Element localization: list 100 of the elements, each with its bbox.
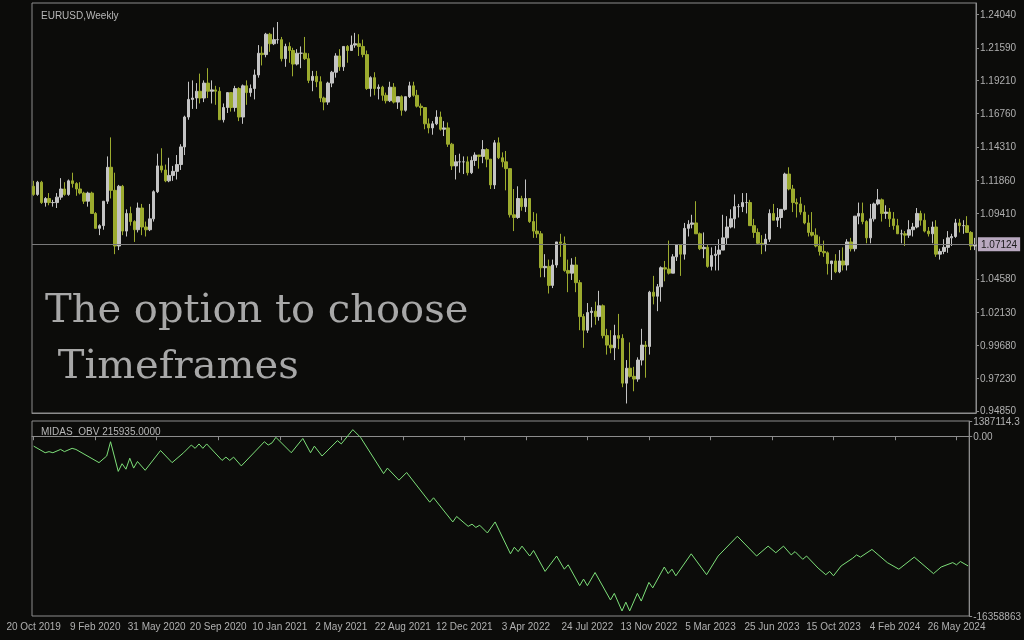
candlestick bbox=[516, 185, 520, 220]
candlestick bbox=[493, 139, 496, 190]
candlestick bbox=[470, 155, 473, 175]
candlestick bbox=[245, 79, 248, 106]
candlestick bbox=[644, 340, 647, 379]
candlestick bbox=[388, 81, 392, 103]
candlestick bbox=[338, 48, 341, 72]
y-tick-label: 1387114.3 bbox=[973, 415, 1021, 427]
candlestick bbox=[652, 275, 655, 305]
x-tick-label: 24 Jul 2022 bbox=[561, 620, 614, 632]
x-tick-label: 22 Aug 2021 bbox=[374, 620, 432, 632]
candlestick bbox=[276, 21, 279, 45]
y-tick-label: 0.99680 bbox=[980, 339, 1017, 351]
candlestick bbox=[377, 83, 380, 100]
candlestick bbox=[462, 155, 465, 175]
candlestick bbox=[586, 302, 589, 334]
candlestick bbox=[198, 73, 202, 104]
candlestick bbox=[884, 204, 888, 220]
candlestick bbox=[229, 92, 233, 113]
candlestick bbox=[353, 32, 357, 49]
candlestick bbox=[233, 85, 237, 113]
candlestick bbox=[210, 79, 214, 104]
x-tick-label: 2 May 2021 bbox=[315, 620, 368, 632]
y-tick-label: 1.14310 bbox=[980, 141, 1017, 153]
candlestick bbox=[594, 301, 597, 326]
candlestick bbox=[625, 359, 628, 404]
candlestick bbox=[392, 82, 396, 104]
candlestick bbox=[880, 198, 884, 223]
candlestick bbox=[44, 196, 47, 208]
candlestick bbox=[284, 43, 287, 68]
candlestick bbox=[369, 75, 372, 98]
candlestick bbox=[888, 207, 891, 228]
y-tick-label: 0.94850 bbox=[980, 405, 1017, 417]
y-tick-label: 1.11860 bbox=[980, 174, 1016, 186]
candlestick bbox=[869, 203, 872, 244]
candlestick bbox=[40, 180, 43, 205]
candlestick bbox=[776, 207, 779, 228]
x-tick-label: 15 Oct 2023 bbox=[806, 620, 862, 632]
candlestick bbox=[295, 48, 299, 66]
candlestick bbox=[381, 85, 384, 102]
y-tick-label: 1.02130 bbox=[980, 306, 1017, 318]
candlestick bbox=[547, 259, 551, 295]
candlestick bbox=[36, 180, 39, 197]
candlestick bbox=[834, 253, 837, 274]
x-tick-label: 20 Oct 2019 bbox=[6, 620, 62, 632]
candlestick bbox=[892, 211, 895, 231]
x-tick-label: 20 Sep 2020 bbox=[189, 620, 248, 632]
candlestick bbox=[466, 155, 469, 176]
candlestick bbox=[733, 193, 736, 229]
y-tick-label: 1.24040 bbox=[980, 9, 1017, 21]
candlestick bbox=[311, 70, 314, 92]
candlestick bbox=[609, 329, 613, 354]
chart-title: MIDAS_OBV 215935.0000 bbox=[41, 425, 161, 437]
candlestick bbox=[202, 79, 206, 103]
candlestick bbox=[121, 184, 124, 236]
x-tick-label: 31 May 2020 bbox=[127, 620, 187, 632]
candlestick bbox=[613, 324, 616, 361]
candlestick bbox=[745, 192, 748, 214]
ref-line-label: 1.07124 bbox=[981, 238, 1018, 250]
x-tick-label: 5 Mar 2023 bbox=[685, 620, 737, 632]
candlestick bbox=[570, 257, 574, 281]
candlestick bbox=[923, 212, 926, 233]
candlestick bbox=[423, 107, 427, 130]
candlestick bbox=[195, 82, 198, 110]
candlestick bbox=[47, 192, 51, 206]
candlestick bbox=[845, 238, 849, 271]
candlestick bbox=[299, 45, 303, 69]
candlestick bbox=[241, 83, 245, 125]
text: EURUSD,Weekly bbox=[41, 9, 119, 21]
candlestick bbox=[543, 253, 547, 278]
candlestick bbox=[442, 120, 446, 137]
x-tick-label: 9 Feb 2020 bbox=[69, 620, 121, 632]
candlestick bbox=[67, 178, 70, 197]
candlestick bbox=[524, 178, 527, 213]
candlestick bbox=[477, 154, 481, 170]
candlestick bbox=[958, 218, 961, 233]
candlestick bbox=[268, 32, 272, 53]
candlestick bbox=[396, 96, 400, 110]
candlestick bbox=[907, 219, 911, 239]
candlestick bbox=[167, 157, 171, 183]
x-tick-label: 12 Dec 2021 bbox=[435, 620, 494, 632]
candlestick bbox=[838, 249, 841, 274]
candlestick bbox=[32, 180, 35, 197]
candlestick bbox=[272, 26, 276, 46]
candlestick bbox=[830, 260, 833, 281]
candlestick bbox=[117, 184, 121, 251]
candlestick bbox=[679, 244, 682, 277]
candlestick bbox=[597, 290, 601, 322]
y-tick-label: 0.97230 bbox=[980, 373, 1017, 385]
line-series bbox=[33, 429, 969, 612]
candlestick bbox=[260, 45, 264, 66]
candlestick bbox=[973, 237, 977, 251]
candlestick bbox=[237, 86, 241, 122]
annotation: The option to choose Timeframes bbox=[45, 285, 469, 387]
candlestick bbox=[931, 221, 934, 244]
candlestick bbox=[702, 231, 706, 259]
y-tick-label: 1.16760 bbox=[980, 108, 1017, 120]
candlestick bbox=[140, 203, 144, 236]
candlestick bbox=[934, 219, 938, 258]
candlestick bbox=[346, 44, 349, 64]
